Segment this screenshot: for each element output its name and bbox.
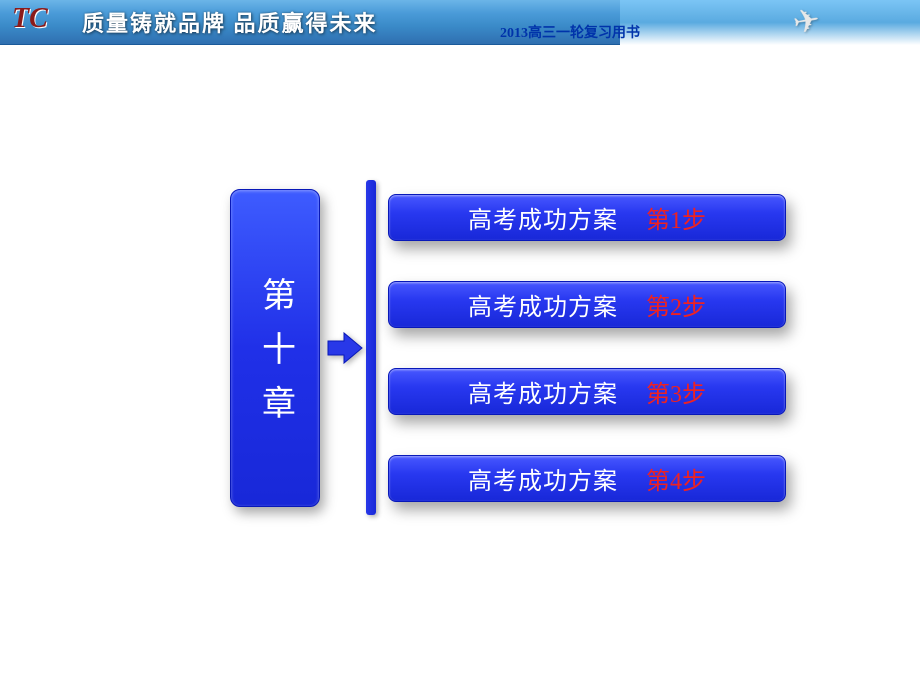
subtitle-text: 2013高三一轮复习用书 bbox=[500, 22, 640, 42]
step-box-1[interactable]: 高考成功方案 第1步 bbox=[388, 194, 786, 241]
step-num: 第3步 bbox=[646, 374, 706, 409]
step-num: 第4步 bbox=[646, 461, 706, 496]
step-num: 第2步 bbox=[646, 287, 706, 322]
chapter-label: 第十章 bbox=[251, 257, 300, 439]
step-label: 高考成功方案 bbox=[468, 374, 618, 409]
step-box-2[interactable]: 高考成功方案 第2步 bbox=[388, 281, 786, 328]
header-banner: TC 质量铸就品牌 品质赢得未来 2013高三一轮复习用书 ✈ bbox=[0, 0, 920, 45]
logo-text: TC bbox=[12, 3, 48, 34]
content-diagram: 第十章 高考成功方案 第1步 高考成功方案 第2步 高考成功方案 第3步 高考成… bbox=[230, 180, 786, 515]
step-label: 高考成功方案 bbox=[468, 287, 618, 322]
logo: TC bbox=[12, 3, 67, 41]
steps-list: 高考成功方案 第1步 高考成功方案 第2步 高考成功方案 第3步 高考成功方案 … bbox=[388, 194, 786, 502]
header-sky-bg bbox=[620, 0, 920, 45]
step-label: 高考成功方案 bbox=[468, 461, 618, 496]
chapter-box: 第十章 bbox=[230, 189, 320, 507]
step-label: 高考成功方案 bbox=[468, 200, 618, 235]
vertical-bar bbox=[366, 180, 376, 515]
step-box-4[interactable]: 高考成功方案 第4步 bbox=[388, 455, 786, 502]
step-box-3[interactable]: 高考成功方案 第3步 bbox=[388, 368, 786, 415]
step-num: 第1步 bbox=[646, 200, 706, 235]
arrow-icon bbox=[326, 329, 364, 367]
slogan-text: 质量铸就品牌 品质赢得未来 bbox=[82, 6, 378, 38]
